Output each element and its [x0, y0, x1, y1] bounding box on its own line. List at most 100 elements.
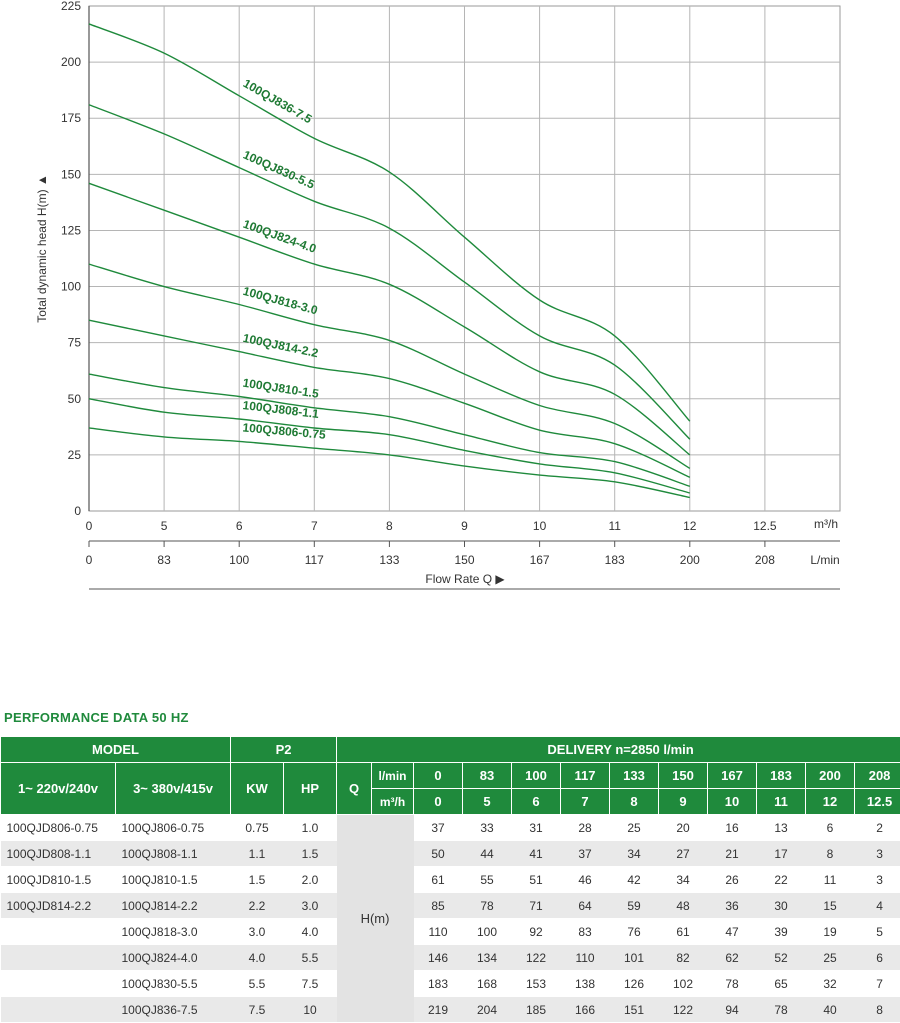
kw-cell: 7.5 [231, 997, 284, 1023]
head-value-cell: 15 [806, 893, 855, 919]
hp-cell: 3.0 [284, 893, 337, 919]
head-value-cell: 2 [855, 815, 900, 841]
head-value-cell: 138 [561, 971, 610, 997]
hp-cell: 2.0 [284, 867, 337, 893]
x-tick-label-lmin: 208 [755, 553, 775, 567]
head-value-cell: 5 [855, 919, 900, 945]
head-value-cell: 32 [806, 971, 855, 997]
y-tick-label: 25 [68, 448, 82, 462]
x-tick-label-lmin: 183 [605, 553, 625, 567]
flow-lmin-header: 83 [463, 763, 512, 789]
flow-m3h-header: 12.5 [855, 789, 900, 815]
y-tick-label: 125 [61, 223, 81, 237]
three-phase-model-cell: 100QJ836-7.5 [116, 997, 231, 1023]
x-tick-label-m3h: 8 [386, 519, 393, 533]
head-value-cell: 71 [512, 893, 561, 919]
head-value-cell: 8 [855, 997, 900, 1023]
head-value-cell: 27 [659, 841, 708, 867]
three-phase-model-cell: 100QJ808-1.1 [116, 841, 231, 867]
flow-lmin-header: 183 [757, 763, 806, 789]
kw-cell: 2.2 [231, 893, 284, 919]
head-value-cell: 3 [855, 867, 900, 893]
kw-header: KW [231, 763, 284, 815]
y-tick-label: 175 [61, 111, 81, 125]
x-tick-label-m3h: 10 [533, 519, 547, 533]
head-value-cell: 11 [806, 867, 855, 893]
head-value-cell: 85 [414, 893, 463, 919]
single-phase-model-cell [1, 945, 116, 971]
x-tick-label-lmin: 117 [305, 553, 324, 567]
head-value-cell: 40 [806, 997, 855, 1023]
head-value-cell: 166 [561, 997, 610, 1023]
head-value-cell: 36 [708, 893, 757, 919]
single-phase-model-cell: 100QJD808-1.1 [1, 841, 116, 867]
head-value-cell: 37 [561, 841, 610, 867]
head-value-cell: 33 [463, 815, 512, 841]
single-phase-model-cell: 100QJD814-2.2 [1, 893, 116, 919]
three-phase-model-cell: 100QJ806-0.75 [116, 815, 231, 841]
head-value-cell: 110 [414, 919, 463, 945]
y-axis-label: Total dynamic head H(m) ▲ [35, 174, 49, 323]
x-tick-label-lmin: 150 [454, 553, 474, 567]
flow-m3h-header: 0 [414, 789, 463, 815]
flow-m3h-header: 6 [512, 789, 561, 815]
kw-cell: 4.0 [231, 945, 284, 971]
head-value-cell: 17 [757, 841, 806, 867]
head-value-cell: 55 [463, 867, 512, 893]
head-value-cell: 21 [708, 841, 757, 867]
head-value-cell: 6 [806, 815, 855, 841]
x-tick-label-m3h: 0 [86, 519, 93, 533]
three-phase-model-cell: 100QJ810-1.5 [116, 867, 231, 893]
flow-lmin-header: 208 [855, 763, 900, 789]
head-value-cell: 168 [463, 971, 512, 997]
head-value-cell: 122 [512, 945, 561, 971]
flow-lmin-header: 100 [512, 763, 561, 789]
head-value-cell: 62 [708, 945, 757, 971]
x-tick-label-lmin: 83 [157, 553, 171, 567]
x-axis-label: Flow Rate Q ▶ [425, 572, 505, 586]
head-value-cell: 76 [610, 919, 659, 945]
three-phase-model-cell: 100QJ824-4.0 [116, 945, 231, 971]
head-value-cell: 61 [414, 867, 463, 893]
three-phase-model-cell: 100QJ830-5.5 [116, 971, 231, 997]
head-value-cell: 42 [610, 867, 659, 893]
single-phase-model-cell: 100QJD806-0.75 [1, 815, 116, 841]
model-header: MODEL [1, 737, 231, 763]
flow-lmin-header: 167 [708, 763, 757, 789]
head-value-cell: 59 [610, 893, 659, 919]
flow-m3h-header: 8 [610, 789, 659, 815]
head-value-cell: 50 [414, 841, 463, 867]
hp-cell: 4.0 [284, 919, 337, 945]
head-value-cell: 110 [561, 945, 610, 971]
x-tick-label-m3h: 7 [311, 519, 318, 533]
head-value-cell: 151 [610, 997, 659, 1023]
y-tick-label: 200 [61, 55, 81, 69]
kw-cell: 5.5 [231, 971, 284, 997]
x-tick-label-lmin: 0 [86, 553, 93, 567]
head-value-cell: 153 [512, 971, 561, 997]
x-tick-label-m3h: 9 [461, 519, 468, 533]
head-value-cell: 34 [659, 867, 708, 893]
unit-m3h-header: m³/h [372, 789, 414, 815]
flow-lmin-header: 150 [659, 763, 708, 789]
head-value-cell: 13 [757, 815, 806, 841]
head-value-cell: 20 [659, 815, 708, 841]
head-value-cell: 146 [414, 945, 463, 971]
x-tick-label-m3h: 12.5 [753, 519, 777, 533]
three-phase-model-cell: 100QJ818-3.0 [116, 919, 231, 945]
x-tick-label-m3h: 11 [608, 519, 621, 533]
flow-m3h-header: 9 [659, 789, 708, 815]
head-value-cell: 22 [757, 867, 806, 893]
head-value-cell: 39 [757, 919, 806, 945]
y-tick-label: 50 [68, 392, 82, 406]
head-value-cell: 78 [463, 893, 512, 919]
head-value-cell: 41 [512, 841, 561, 867]
head-value-cell: 101 [610, 945, 659, 971]
kw-cell: 3.0 [231, 919, 284, 945]
head-value-cell: 51 [512, 867, 561, 893]
y-tick-label: 225 [61, 0, 81, 13]
hp-cell: 7.5 [284, 971, 337, 997]
